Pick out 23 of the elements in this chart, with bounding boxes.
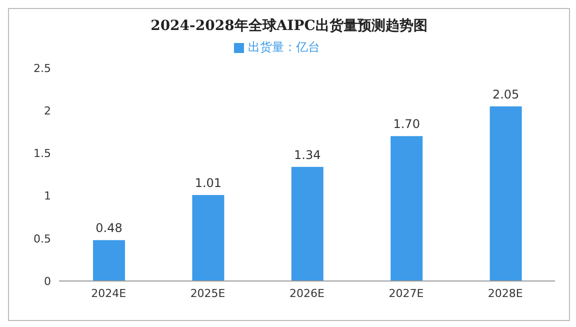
y-tick-label: 2 — [44, 104, 51, 118]
y-tick-label: 1.5 — [34, 147, 51, 160]
y-tick-label: 0.5 — [34, 232, 51, 246]
x-tick-label: 2025E — [190, 286, 226, 300]
bar — [192, 194, 224, 281]
bar — [390, 136, 423, 281]
data-label: 1.34 — [294, 148, 321, 162]
data-label: 1.70 — [393, 117, 420, 132]
x-tick-label: 2028E — [488, 286, 523, 300]
chart-title: 2024-2028年全球AIPC出货量预测趋势图 — [150, 17, 428, 35]
y-tick-label: 2.5 — [34, 62, 51, 75]
data-label: 0.48 — [96, 221, 122, 236]
bar — [490, 106, 522, 281]
x-tick-label: 2024E — [91, 286, 126, 300]
data-label: 1.01 — [194, 176, 222, 190]
bar — [291, 166, 324, 281]
x-tick-label: 2027E — [388, 286, 424, 300]
bar — [93, 240, 125, 281]
y-tick-label: 1 — [44, 190, 51, 203]
x-tick-label: 2026E — [290, 286, 325, 300]
legend-label: 出货量：亿台 — [248, 40, 320, 54]
data-label: 2.05 — [492, 87, 520, 102]
y-tick-label: 0 — [44, 274, 51, 288]
